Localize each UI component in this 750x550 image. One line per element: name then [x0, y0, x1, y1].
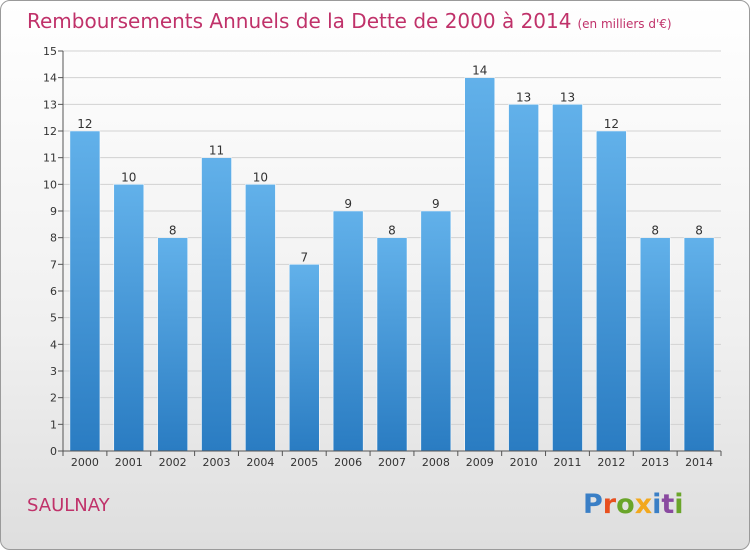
bar-value-label: 8 [695, 224, 703, 238]
bar [376, 237, 408, 452]
bar [508, 104, 539, 452]
y-tick-label: 1 [50, 418, 57, 431]
bar [69, 130, 101, 452]
chart-title-block: Remboursements Annuels de la Dette de 20… [27, 9, 672, 33]
y-tick-label: 6 [50, 285, 57, 298]
x-tick-label: 2004 [246, 456, 274, 469]
y-tick-label: 14 [43, 72, 57, 85]
bar [157, 237, 188, 452]
x-tick-label: 2005 [290, 456, 318, 469]
logo-letter: x [634, 489, 653, 520]
x-tick-label: 2012 [597, 456, 625, 469]
bar [639, 237, 671, 452]
x-tick-label: 2000 [71, 456, 99, 469]
y-tick-label: 9 [50, 205, 57, 218]
x-tick-label: 2008 [422, 456, 450, 469]
x-tick-label: 2010 [510, 456, 538, 469]
x-tick-label: 2003 [203, 456, 231, 469]
x-tick-label: 2002 [159, 456, 187, 469]
bar-value-label: 8 [651, 224, 659, 238]
x-tick-label: 2009 [466, 456, 494, 469]
y-tick-label: 4 [50, 338, 57, 351]
bar [113, 184, 145, 452]
bar-value-label: 13 [516, 90, 531, 104]
bar [289, 264, 320, 452]
x-tick-label: 2006 [334, 456, 362, 469]
bar [596, 130, 627, 452]
place-name: SAULNAY [27, 495, 110, 516]
chart-title: Remboursements Annuels de la Dette de 20… [27, 9, 572, 33]
logo-letter: i [674, 489, 684, 520]
logo-letter: o [616, 489, 635, 520]
logo-letter: i [652, 489, 662, 520]
bar [420, 210, 452, 452]
y-tick-label: 15 [43, 45, 57, 58]
x-tick-label: 2013 [641, 456, 669, 469]
bars: 12 10 8 11 10 7 9 8 9 14 13 13 12 8 8 [69, 64, 715, 452]
bar-value-label: 9 [432, 197, 440, 211]
bar [464, 77, 495, 452]
logo-letter: P [583, 489, 603, 520]
y-tick-label: 13 [43, 98, 57, 111]
y-tick-label: 7 [50, 258, 57, 271]
y-tick-label: 8 [50, 232, 57, 245]
bar [245, 184, 276, 452]
proxiti-logo: Proxiti [583, 489, 684, 520]
bar-value-label: 14 [472, 64, 487, 78]
bar [201, 157, 232, 452]
bar-value-label: 9 [344, 197, 352, 211]
y-tick-label: 5 [50, 312, 57, 325]
bar-value-label: 7 [300, 250, 308, 264]
bar [683, 237, 715, 452]
bar-value-label: 13 [560, 90, 575, 104]
bar-value-label: 10 [121, 170, 136, 184]
bar-value-label: 10 [253, 170, 268, 184]
y-tick-label: 0 [50, 445, 57, 458]
y-tick-label: 2 [50, 392, 57, 405]
y-tick-label: 11 [43, 152, 57, 165]
y-tick-label: 12 [43, 125, 57, 138]
bar-value-label: 8 [169, 224, 177, 238]
y-tick-label: 10 [43, 178, 57, 191]
logo-letter: r [602, 489, 617, 520]
bar-value-label: 11 [209, 144, 224, 158]
chart-subtitle: (en milliers d'€) [577, 17, 672, 31]
bar-value-label: 12 [77, 117, 92, 131]
x-tick-label: 2001 [115, 456, 143, 469]
y-tick-label: 3 [50, 365, 57, 378]
x-tick-label: 2007 [378, 456, 406, 469]
x-tick-label: 2011 [553, 456, 581, 469]
x-tick-label: 2014 [685, 456, 713, 469]
bar [552, 104, 583, 452]
bar [332, 210, 364, 452]
logo-letter: t [661, 489, 675, 520]
bar-value-label: 8 [388, 224, 396, 238]
bar-value-label: 12 [604, 117, 619, 131]
